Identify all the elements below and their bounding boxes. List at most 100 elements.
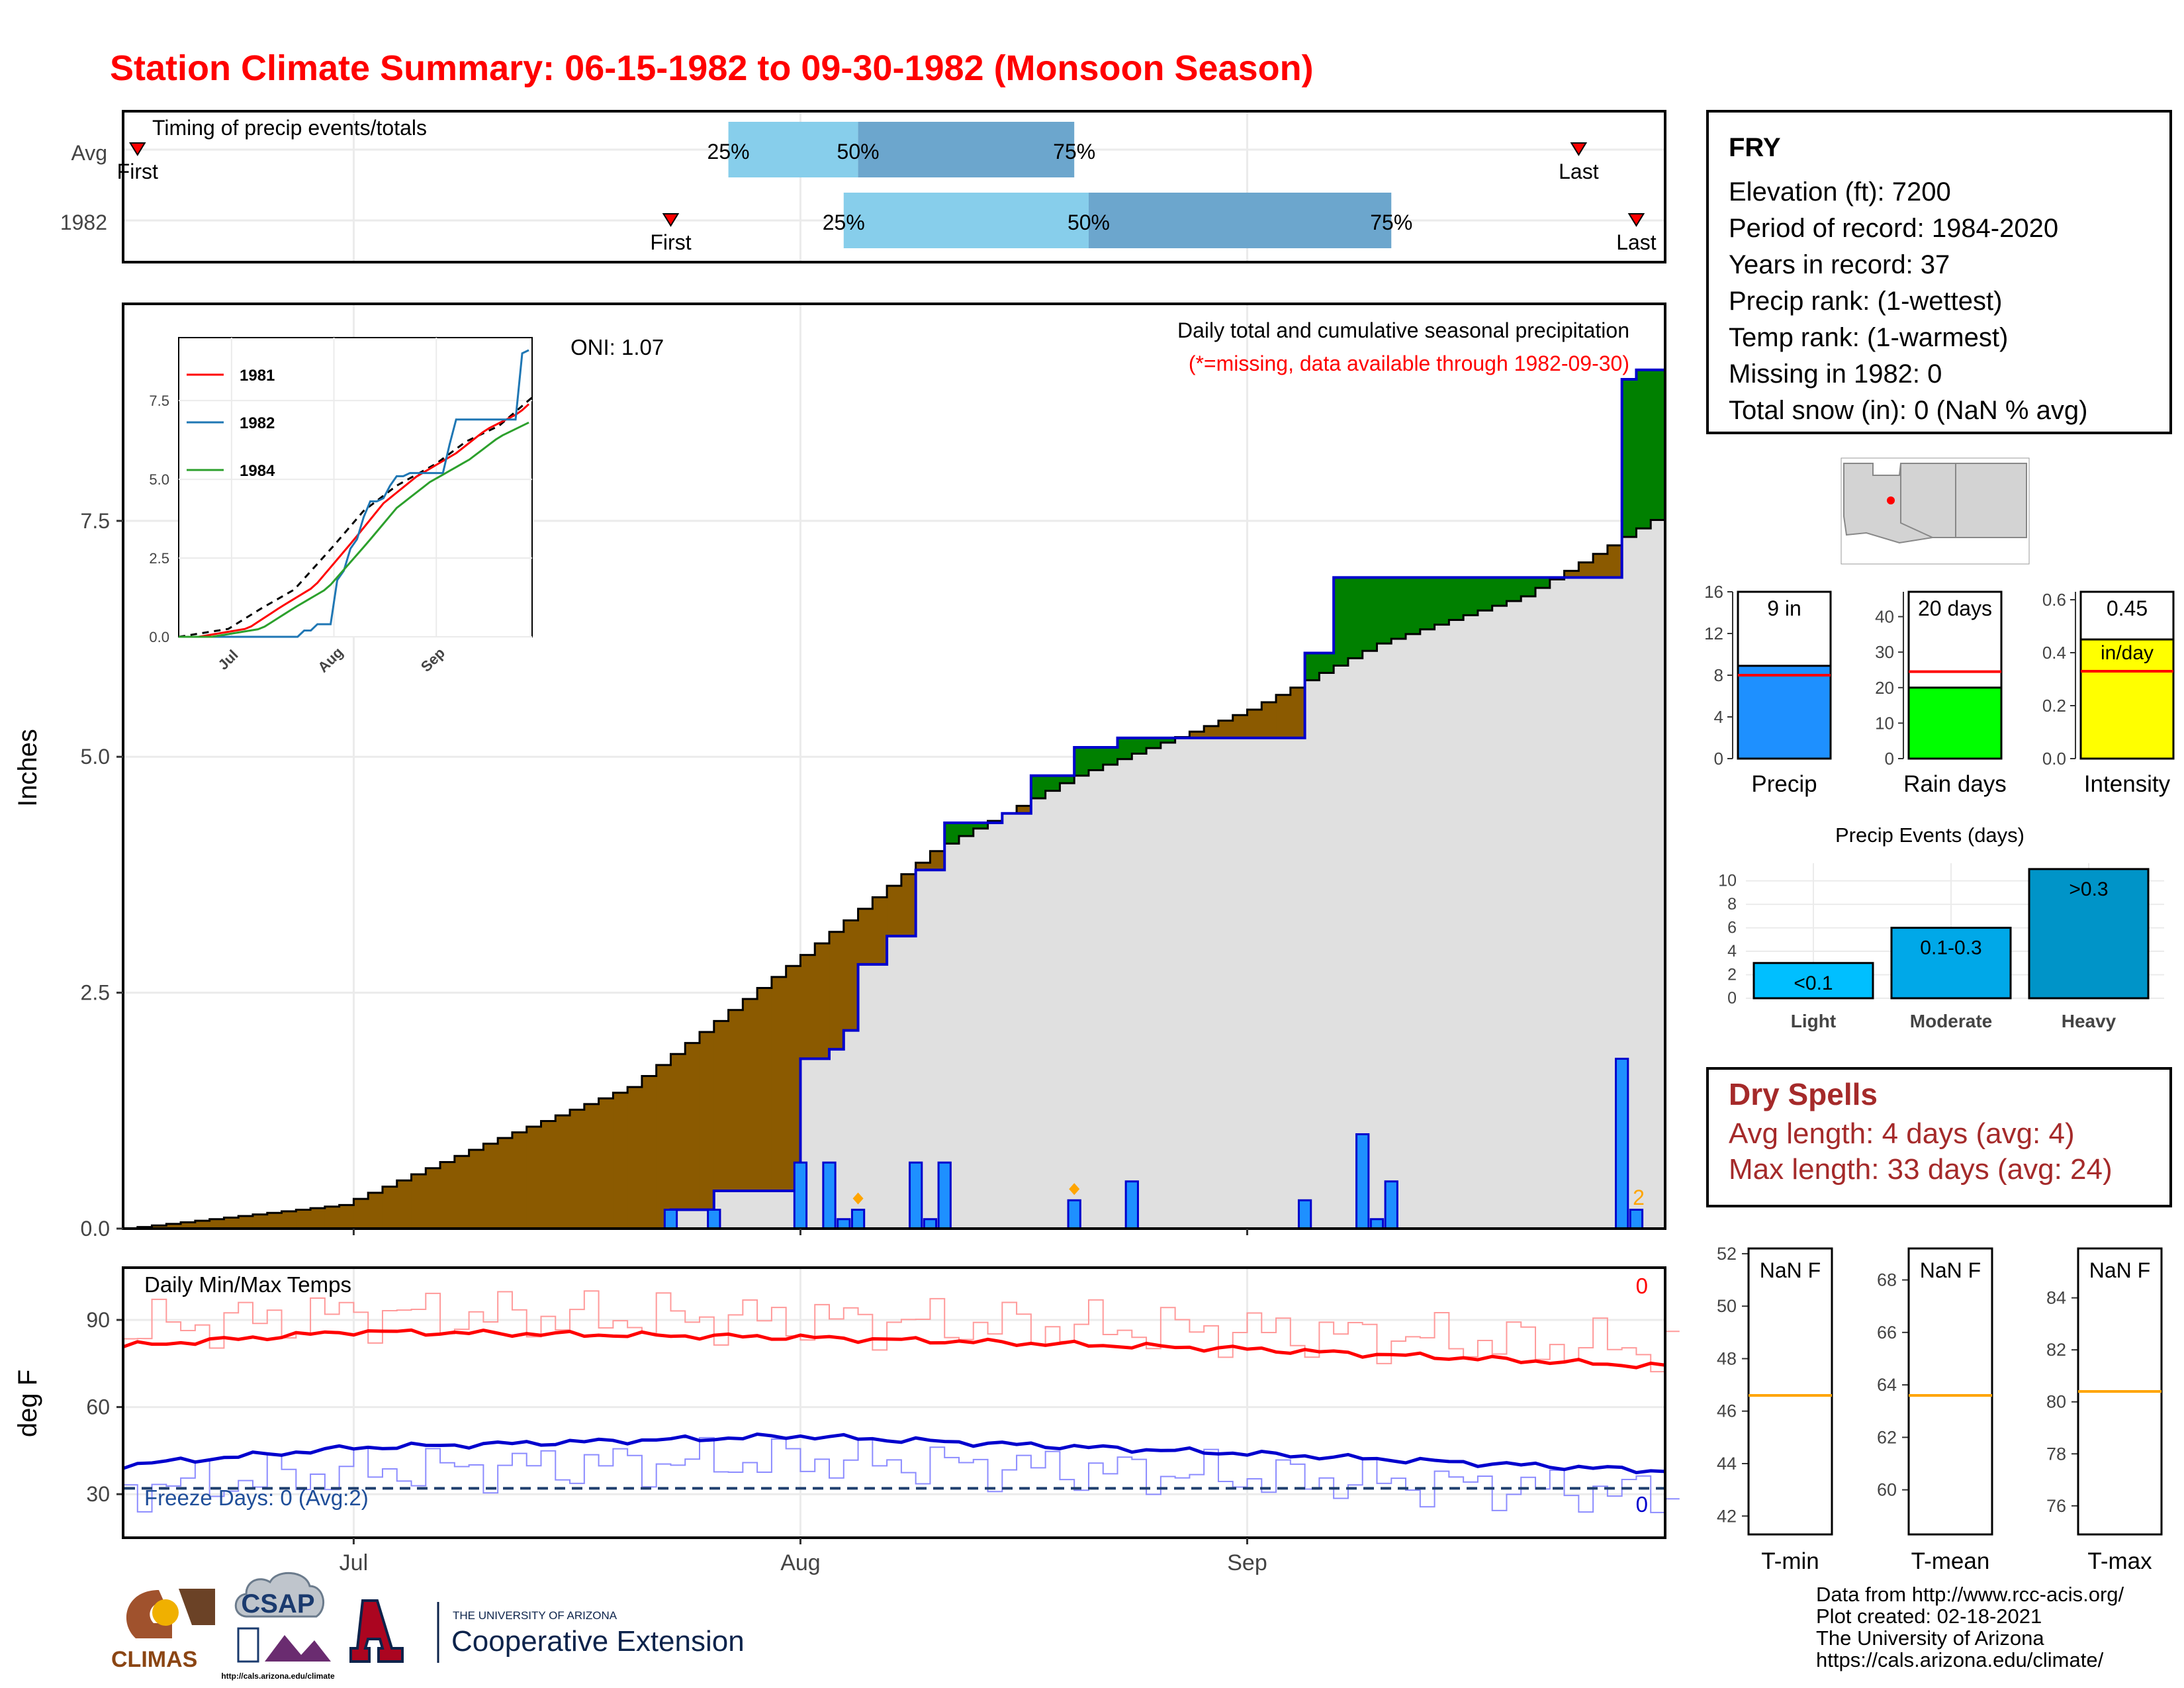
precip-caption: Daily total and cumulative seasonal prec… — [1177, 318, 1629, 342]
cumulative-fill — [1276, 737, 1291, 1229]
timing-p50-label: 50% — [837, 140, 880, 164]
below-avg-fill — [743, 999, 758, 1191]
temp-ytick-label: 90 — [86, 1308, 110, 1332]
events-category-label: Moderate — [1910, 1011, 1992, 1031]
below-avg-fill — [1290, 687, 1306, 738]
below-avg-fill — [1189, 731, 1205, 738]
cumulative-fill — [1304, 680, 1320, 1229]
above-avg-fill — [1463, 577, 1479, 616]
inset-legend-label: 1982 — [240, 414, 275, 432]
timing-first-marker — [662, 213, 680, 227]
events-bar-heavy — [2028, 868, 2150, 1000]
ua-logo: THE UNIVERSITY OF ARIZONA Cooperative Ex… — [349, 1599, 745, 1663]
cumulative-fill — [843, 1030, 859, 1229]
above-avg-fill — [1319, 653, 1334, 673]
mini-ytick-label: 20 — [1875, 678, 1894, 698]
temp-box-ytick-label: 84 — [2046, 1288, 2066, 1308]
mini-value-bar — [1737, 665, 1832, 760]
timing-first-label: First — [650, 230, 691, 254]
above-avg-fill — [958, 823, 974, 836]
below-avg-fill — [887, 886, 902, 937]
temp-box-ytick-label: 66 — [1877, 1323, 1897, 1342]
below-avg-fill — [1276, 694, 1291, 738]
cumulative-fill — [915, 870, 931, 1229]
events-ytick-label: 10 — [1718, 872, 1737, 890]
station-name: FRY — [1729, 133, 1781, 162]
map-state-border — [1900, 463, 1933, 538]
daily-precip-bar — [937, 1161, 952, 1230]
timing-row-1982-label: 1982 — [60, 211, 107, 234]
below-avg-fill — [454, 1156, 470, 1229]
cumulative-fill — [1621, 537, 1637, 1229]
state-map — [1841, 457, 2030, 565]
dry-spells-avg: Avg length: 4 days (avg: 4) — [1729, 1117, 2075, 1150]
below-avg-fill — [685, 1043, 700, 1210]
cumulative-fill — [1117, 759, 1132, 1229]
station-elevation: Elevation (ft): 7200 — [1729, 177, 1951, 207]
below-avg-fill — [368, 1192, 383, 1229]
temp-ytick-label: 30 — [86, 1482, 110, 1506]
cumulative-fill — [1334, 665, 1349, 1229]
cumulative-fill — [1549, 579, 1565, 1229]
mini-ytick-label: 10 — [1875, 713, 1894, 733]
cumulative-fill — [1463, 615, 1479, 1229]
mini-ytick-label: 0.4 — [2042, 643, 2066, 663]
cumulative-fill — [1290, 737, 1306, 1229]
x-tick-label: Jul — [340, 1550, 368, 1575]
timing-p75-label: 75% — [1053, 140, 1095, 164]
above-avg-fill — [1060, 775, 1075, 784]
temp-panel: 30 60 90 Daily Min/Max Temps 0 0 Freeze Da… — [13, 1266, 1680, 1575]
daily-precip-bar — [1384, 1180, 1398, 1230]
below-avg-fill — [901, 874, 917, 937]
above-avg-fill — [1334, 577, 1349, 666]
map-region-shape — [1843, 463, 2027, 544]
events-bar-moderate — [1890, 927, 2012, 1000]
below-avg-fill — [209, 1219, 225, 1229]
events-bar-label: 0.1-0.3 — [1920, 937, 1981, 959]
oni-label: ONI: 1.07 — [570, 335, 664, 359]
dry-spells-max: Max length: 33 days (avg: 24) — [1729, 1153, 2113, 1186]
mini-ytick-label: 0 — [1714, 749, 1723, 769]
cumulative-fill — [1506, 601, 1522, 1229]
daily-precip-bar — [1369, 1218, 1385, 1230]
below-avg-fill — [1232, 715, 1248, 738]
cumulative-fill — [757, 1190, 772, 1229]
below-avg-fill — [526, 1127, 542, 1229]
above-avg-fill — [1636, 369, 1651, 529]
below-avg-fill — [858, 908, 873, 964]
above-avg-fill — [1045, 775, 1061, 791]
below-avg-fill — [353, 1199, 369, 1229]
freeze-days: Freeze Days: 0 (Avg:2) — [144, 1485, 369, 1510]
inset-legend-label: 1981 — [240, 367, 275, 385]
above-avg-fill — [1347, 577, 1363, 659]
cumulative-fill — [1535, 588, 1551, 1229]
station-location-marker — [1887, 496, 1895, 504]
mini-ytick-label: 0 — [1885, 749, 1894, 769]
below-avg-fill — [656, 1064, 672, 1229]
temp-box-label: T-min — [1761, 1548, 1819, 1574]
below-avg-fill — [570, 1109, 585, 1229]
mini-value-text: 9 in — [1767, 596, 1801, 620]
above-avg-fill — [1492, 577, 1508, 606]
daily-precip-bar — [1629, 1208, 1644, 1230]
events-ytick-label: 8 — [1727, 895, 1737, 914]
below-avg-fill — [426, 1168, 441, 1229]
events-bar-label: <0.1 — [1794, 972, 1833, 994]
cumulative-fill — [743, 1190, 758, 1229]
tmin-avg-line — [122, 1432, 1666, 1475]
events-category-label: Heavy — [2062, 1011, 2116, 1031]
temp-box-ytick-label: 48 — [1717, 1348, 1737, 1368]
mini-bar-chart-intensity: 0.0 0.2 0.4 0.6 0.45 in/day Intensity — [2042, 590, 2175, 797]
mini-bar-chart-precip: 0 4 8 12 16 9 in Precip — [1704, 582, 1832, 797]
mini-ytick-label: 12 — [1704, 624, 1723, 643]
x-tick-label: Aug — [780, 1550, 821, 1575]
below-avg-fill — [728, 1009, 743, 1191]
inset-ytick-label: 7.5 — [149, 393, 169, 409]
csap-logo: CSAP http://cals.arizona.edu/climate — [221, 1572, 335, 1681]
cumulative-fill — [1074, 775, 1089, 1229]
below-avg-fill — [555, 1115, 570, 1229]
precip-ytick-label: 2.5 — [81, 981, 110, 1005]
below-avg-fill — [1218, 720, 1234, 738]
tmax-daily-line — [123, 1290, 1680, 1373]
inset-ytick-label: 5.0 — [149, 471, 169, 488]
